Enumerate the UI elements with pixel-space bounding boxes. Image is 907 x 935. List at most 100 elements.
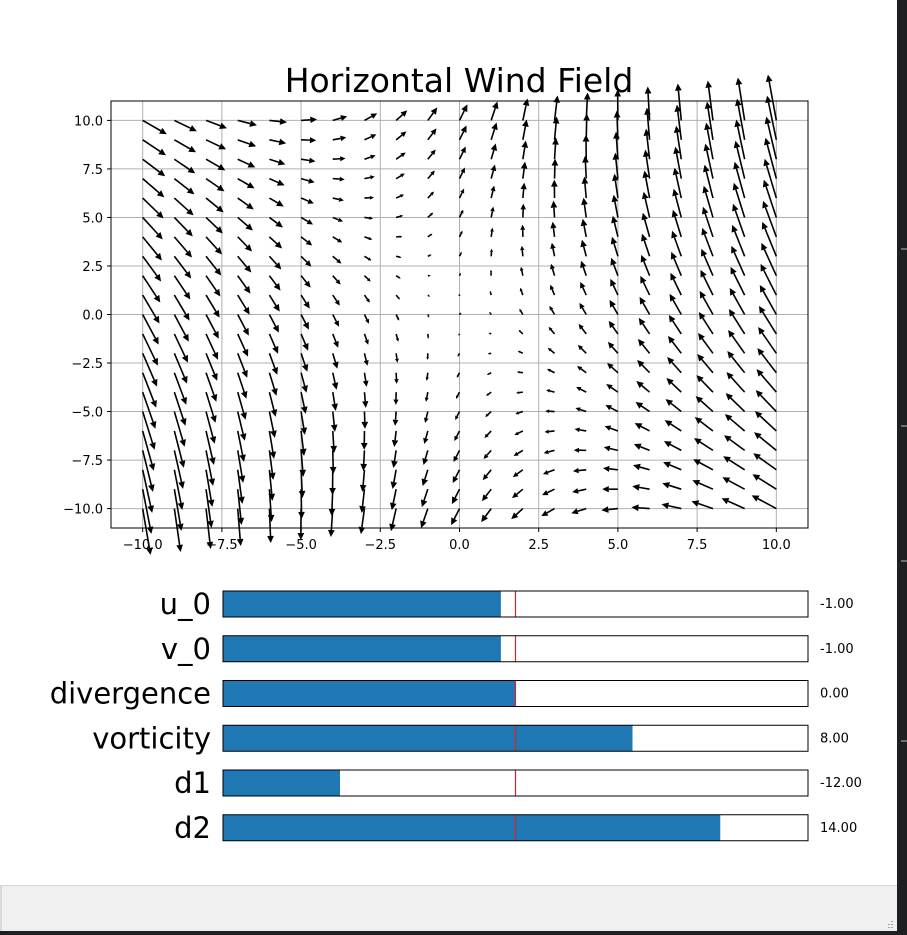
wind-arrow <box>300 353 309 372</box>
wind-arrow <box>521 140 529 160</box>
wind-arrow <box>300 314 309 330</box>
wind-arrow <box>577 344 587 354</box>
wind-arrow <box>735 77 746 121</box>
slider-fill[interactable] <box>223 725 633 752</box>
wind-arrow <box>330 411 338 432</box>
x-tick-label: −5.0 <box>285 538 317 553</box>
wind-arrow <box>453 449 461 463</box>
wind-arrow <box>332 216 344 222</box>
wind-arrow <box>268 353 279 375</box>
slider-label: v_0 <box>161 632 211 666</box>
wind-arrow <box>142 119 167 135</box>
slider-vorticity[interactable]: vorticity 8.00 <box>92 721 849 755</box>
wind-arrow <box>237 275 251 294</box>
wind-arrow <box>205 391 217 423</box>
wind-arrow <box>604 425 619 432</box>
slider-fill[interactable] <box>223 770 340 796</box>
wind-arrow <box>758 327 777 354</box>
slider-label: divergence <box>50 677 211 711</box>
wind-arrow <box>268 314 279 333</box>
figure-canvas: Horizontal Wind Field −10.0 −7.5 −5.0 −2.5 0… <box>49 61 862 845</box>
wind-arrow <box>268 294 280 312</box>
wind-arrow <box>173 314 189 342</box>
slider-v-0[interactable]: v_0 -1.00 <box>161 632 854 666</box>
wind-arrow <box>236 372 248 399</box>
wind-arrow <box>490 185 496 199</box>
wind-arrow <box>458 146 466 160</box>
wind-arrow <box>268 411 277 438</box>
wind-arrow <box>364 195 374 200</box>
wind-arrow <box>481 488 492 502</box>
wind-arrow <box>332 275 341 285</box>
wind-arrow <box>701 227 714 257</box>
wind-arrow <box>332 176 345 182</box>
wind-arrow <box>634 423 650 432</box>
wind-arrow <box>142 178 165 198</box>
wind-arrow <box>661 502 682 510</box>
wind-arrow <box>455 411 461 420</box>
wind-arrow <box>332 353 339 369</box>
wind-arrow <box>205 139 227 150</box>
wind-arrow <box>420 488 429 508</box>
wind-arrow <box>611 215 619 238</box>
slider-d2[interactable]: d2 14.00 <box>174 811 857 845</box>
wind-arrow <box>394 372 399 384</box>
wind-arrow <box>728 308 746 335</box>
slider-fill[interactable] <box>223 591 501 617</box>
slider-d1[interactable]: d1 -12.00 <box>174 766 862 800</box>
wind-arrow <box>427 170 435 180</box>
wind-arrow <box>580 218 588 238</box>
wind-arrow <box>490 227 494 237</box>
wind-arrow <box>663 461 682 471</box>
slider-label: u_0 <box>160 587 211 621</box>
wind-arrow <box>607 341 619 354</box>
y-tick-label: −5.0 <box>71 406 103 421</box>
slider-panel: u_0 -1.00 v_0 -1.00 divergence 0.00 vorticity 8… <box>50 587 862 845</box>
x-tick-label: −7.5 <box>206 538 238 553</box>
wind-arrow <box>543 449 555 455</box>
slider-fill[interactable] <box>223 814 721 841</box>
wind-arrow <box>173 372 187 405</box>
wind-arrow <box>515 410 524 415</box>
wind-arrow <box>421 469 429 487</box>
wind-arrow <box>392 411 399 426</box>
wind-arrow <box>423 411 429 423</box>
wind-arrow <box>633 463 650 471</box>
wind-arrow <box>359 489 366 514</box>
wind-arrow <box>610 257 619 276</box>
wind-arrow <box>514 430 524 436</box>
slider-fill[interactable] <box>223 680 516 707</box>
wind-arrow <box>205 158 226 171</box>
slider-frame <box>222 635 809 663</box>
wind-arrow <box>610 236 619 257</box>
wind-arrow <box>702 185 714 218</box>
wind-arrow <box>142 139 166 156</box>
slider-label: vorticity <box>92 721 211 755</box>
wind-arrow <box>542 488 555 496</box>
wind-arrow <box>489 311 492 315</box>
slider-u-0[interactable]: u_0 -1.00 <box>160 587 854 621</box>
wind-arrow <box>205 314 219 339</box>
wind-arrow <box>363 294 370 303</box>
wind-arrow <box>237 216 253 231</box>
wind-arrow <box>173 450 185 489</box>
wind-arrow <box>359 469 367 492</box>
wind-arrow <box>395 333 399 342</box>
slider-divergence[interactable]: divergence 0.00 <box>50 677 849 711</box>
wind-arrow <box>205 469 215 507</box>
wind-arrow <box>205 430 216 465</box>
wind-arrow <box>606 384 619 393</box>
wind-arrow <box>516 391 523 394</box>
slider-value: -1.00 <box>820 642 854 657</box>
wind-arrow <box>332 115 348 122</box>
wind-arrow <box>490 143 498 160</box>
wind-arrow <box>614 89 622 121</box>
wind-arrow <box>458 251 462 257</box>
slider-fill[interactable] <box>223 635 501 662</box>
wind-arrow <box>141 450 155 492</box>
wind-arrow <box>358 508 366 535</box>
wind-arrow <box>173 236 192 258</box>
resize-grip-icon[interactable] <box>886 920 894 928</box>
wind-arrow <box>698 311 714 335</box>
slider-label: d2 <box>174 811 211 845</box>
